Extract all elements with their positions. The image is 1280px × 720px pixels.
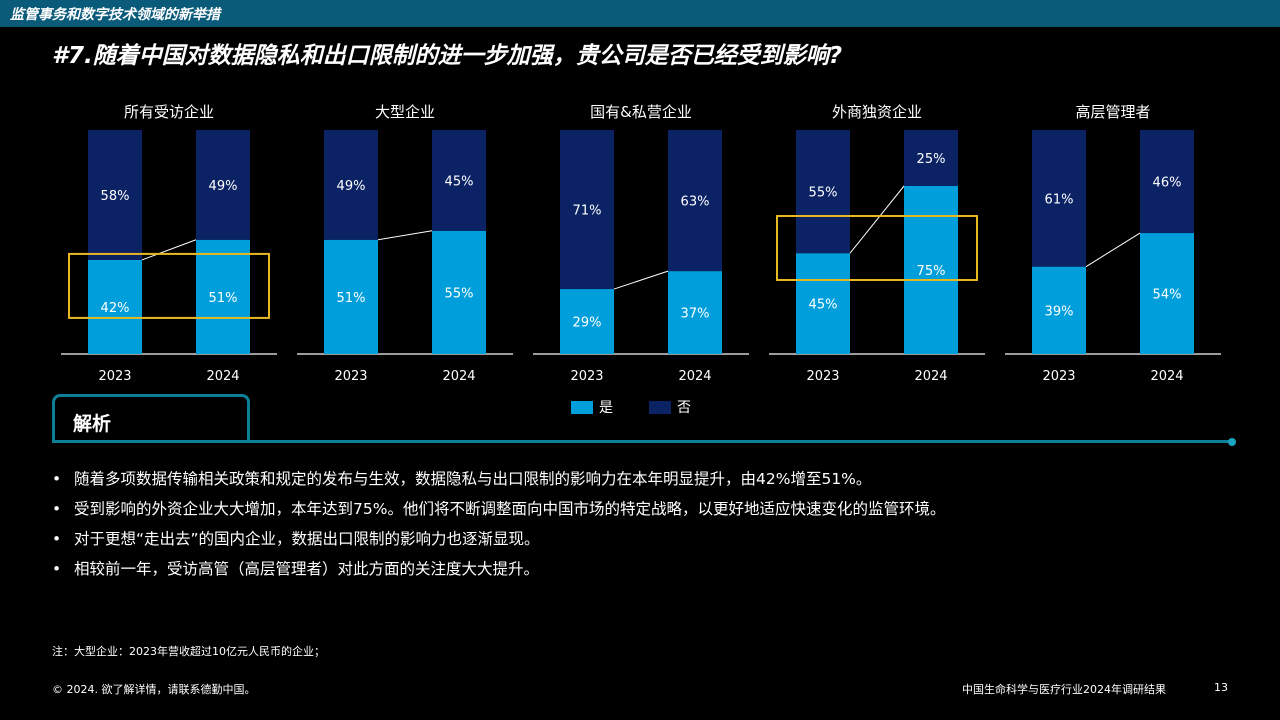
bullet-text: 对于更想“走出去”的国内企业，数据出口限制的影响力也逐渐显现。 xyxy=(74,530,540,548)
chart-legend: 是 否 xyxy=(571,398,727,416)
chart-group-title: 国有&私营企业 xyxy=(590,103,692,121)
bullet-symbol: • xyxy=(52,560,62,578)
bar-segment-no xyxy=(432,130,486,231)
trend-connector xyxy=(849,185,905,254)
data-label-no: 63% xyxy=(681,195,710,210)
data-label-yes: 75% xyxy=(917,264,946,279)
data-label-no: 55% xyxy=(809,186,838,201)
x-tick-label: 2023 xyxy=(98,369,131,384)
x-tick-label: 2023 xyxy=(806,369,839,384)
data-label-yes: 29% xyxy=(573,316,602,331)
legend-label-no: 否 xyxy=(677,400,691,416)
report-title: 中国生命科学与医疗行业2024年调研结果 xyxy=(962,683,1166,696)
data-label-yes: 42% xyxy=(101,301,130,316)
highlight-box xyxy=(68,252,270,319)
trend-connector xyxy=(1085,232,1141,268)
page-number: 13 xyxy=(1214,681,1228,694)
bar-segment-no xyxy=(560,130,614,290)
bullet-symbol: • xyxy=(52,470,62,488)
bar-segment-yes xyxy=(88,259,142,354)
analysis-bullet: • 随着多项数据传输相关政策和规定的发布与生效，数据隐私与出口限制的影响力在本年明… xyxy=(52,464,945,494)
bar-segment-yes xyxy=(196,239,250,354)
analysis-bullet: • 相较前一年，受访高管（高层管理者）对此方面的关注度大大提升。 xyxy=(52,554,945,584)
x-tick-label: 2024 xyxy=(206,369,239,384)
highlight-box xyxy=(776,215,978,281)
chart-group-title: 所有受访企业 xyxy=(124,103,214,121)
bar-segment-yes xyxy=(796,253,850,354)
bar-segment-yes xyxy=(560,289,614,354)
data-label-yes: 51% xyxy=(337,291,366,306)
bullet-symbol: • xyxy=(52,500,62,518)
bar-segment-no xyxy=(904,130,958,186)
x-tick-label: 2024 xyxy=(914,369,947,384)
bar-segment-no xyxy=(796,130,850,254)
data-label-no: 58% xyxy=(101,189,130,204)
data-label-yes: 37% xyxy=(681,307,710,322)
trend-connector xyxy=(613,270,669,290)
chart-group-title: 外商独资企业 xyxy=(832,103,922,121)
stacked-bar-charts: 所有受访企业 42% 58% 2023 51% 49% 2024 大型企业 51% 49% 2023… xyxy=(61,103,1221,384)
data-label-yes: 54% xyxy=(1153,288,1182,303)
bullet-text: 受到影响的外资企业大大增加，本年达到75%。他们将不断调整面向中国市场的特定战略… xyxy=(74,500,946,518)
bar-segment-yes xyxy=(1140,233,1194,354)
bar-segment-no xyxy=(88,130,142,260)
data-label-no: 49% xyxy=(337,179,366,194)
data-label-yes: 51% xyxy=(209,291,238,306)
question-title: #7.随着中国对数据隐私和出口限制的进一步加强，贵公司是否已经受到影响? xyxy=(52,43,843,69)
x-tick-label: 2023 xyxy=(334,369,367,384)
chart-group-title: 高层管理者 xyxy=(1075,103,1150,121)
x-tick-label: 2024 xyxy=(678,369,711,384)
section-title: 监管事务和数字技术领域的新举措 xyxy=(10,7,220,23)
bar-segment-yes xyxy=(904,186,958,354)
x-tick-label: 2024 xyxy=(1150,369,1183,384)
analysis-bullet: • 对于更想“走出去”的国内企业，数据出口限制的影响力也逐渐显现。 xyxy=(52,524,945,554)
x-tick-label: 2023 xyxy=(1042,369,1075,384)
bar-segment-yes xyxy=(1032,266,1086,354)
data-label-no: 49% xyxy=(209,179,238,194)
analysis-divider xyxy=(52,440,1232,443)
data-label-no: 61% xyxy=(1045,192,1074,207)
bar-segment-yes xyxy=(668,271,722,354)
data-label-no: 71% xyxy=(573,204,602,219)
bar-segment-yes xyxy=(432,230,486,354)
legend-item-no: 否 xyxy=(649,397,691,417)
data-label-no: 25% xyxy=(917,152,946,167)
analysis-bullets: • 随着多项数据传输相关政策和规定的发布与生效，数据隐私与出口限制的影响力在本年明… xyxy=(52,464,945,584)
chart-group-title: 大型企业 xyxy=(375,103,435,121)
copyright: © 2024. 欲了解详情，请联系德勤中国。 xyxy=(52,683,256,696)
legend-swatch-no xyxy=(649,400,671,414)
bullet-symbol: • xyxy=(52,530,62,548)
bar-segment-no xyxy=(324,130,378,240)
data-label-yes: 39% xyxy=(1045,304,1074,319)
data-label-yes: 45% xyxy=(809,298,838,313)
bar-segment-no xyxy=(1140,130,1194,234)
bar-segment-no xyxy=(668,130,722,272)
footnote: 注：大型企业：2023年营收超过10亿元人民币的企业； xyxy=(52,645,325,658)
trend-connector xyxy=(141,239,197,261)
x-tick-label: 2024 xyxy=(442,369,475,384)
legend-swatch-yes xyxy=(571,400,593,414)
analysis-title: 解析 xyxy=(73,413,112,435)
bar-segment-yes xyxy=(324,239,378,354)
data-label-yes: 55% xyxy=(445,286,474,301)
analysis-divider-dot xyxy=(1228,438,1236,446)
trend-connector xyxy=(377,230,433,241)
x-tick-label: 2023 xyxy=(570,369,603,384)
analysis-tab: 解析 xyxy=(52,394,250,440)
bullet-text: 相较前一年，受访高管（高层管理者）对此方面的关注度大大提升。 xyxy=(74,560,540,578)
analysis-bullet: • 受到影响的外资企业大大增加，本年达到75%。他们将不断调整面向中国市场的特定战… xyxy=(52,494,945,524)
bullet-text: 随着多项数据传输相关政策和规定的发布与生效，数据隐私与出口限制的影响力在本年明显… xyxy=(74,470,872,488)
top-banner: 监管事务和数字技术领域的新举措 xyxy=(0,0,1280,27)
legend-item-yes: 是 xyxy=(571,397,613,417)
data-label-no: 45% xyxy=(445,174,474,189)
bar-segment-no xyxy=(196,130,250,240)
legend-label-yes: 是 xyxy=(599,400,613,416)
bar-segment-no xyxy=(1032,130,1086,267)
data-label-no: 46% xyxy=(1153,176,1182,191)
